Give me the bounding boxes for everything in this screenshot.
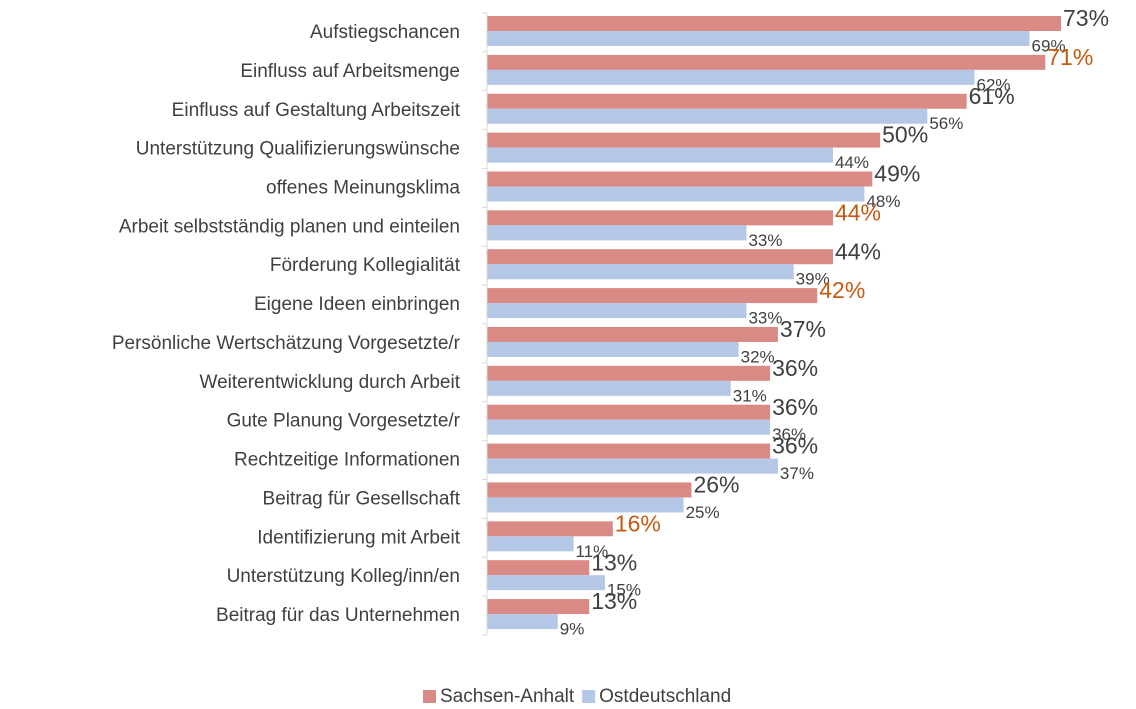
bar [487, 443, 771, 459]
value-label: 44% [835, 153, 869, 172]
category-label: Beitrag für das Unternehmen [216, 605, 460, 626]
category-label: Weiterentwicklung durch Arbeit [200, 372, 461, 393]
bar [487, 380, 731, 396]
value-label: 16% [615, 510, 661, 536]
bar [487, 225, 747, 241]
bar [487, 614, 558, 630]
value-label: 32% [741, 347, 775, 366]
value-label: 61% [969, 83, 1015, 109]
legend-swatch [582, 690, 596, 703]
bar [487, 171, 873, 187]
category-label: Eigene Ideen einbringen [254, 294, 460, 315]
bar [487, 365, 771, 381]
bar [487, 16, 1061, 31]
value-label: 13% [591, 588, 637, 614]
value-label: 26% [693, 472, 739, 498]
bar [487, 69, 975, 85]
category-label: Rechtzeitige Informationen [234, 450, 460, 471]
bar [487, 210, 833, 226]
value-label: 36% [772, 394, 818, 420]
value-label: 31% [733, 386, 767, 405]
bar [487, 54, 1046, 70]
value-label: 36% [772, 425, 806, 444]
bar [487, 288, 818, 304]
value-label: 44% [835, 199, 881, 225]
value-label: 15% [607, 581, 641, 600]
category-label: Beitrag für Gesellschaft [263, 488, 461, 509]
bar [487, 458, 778, 474]
value-label: 13% [591, 549, 637, 575]
bar [487, 147, 833, 163]
value-label: 33% [748, 231, 782, 250]
bar [487, 303, 747, 319]
bar [487, 560, 590, 576]
category-label: Identifizierung mit Arbeit [257, 527, 460, 548]
category-label: offenes Meinungsklima [266, 177, 460, 198]
bar [487, 93, 967, 109]
legend-label: Sachsen-Anhalt [440, 686, 575, 707]
value-label: 37% [780, 316, 826, 342]
legend-swatch [423, 690, 436, 703]
value-label: 71% [1047, 44, 1093, 70]
legend-label: Ostdeutschland [599, 686, 731, 707]
value-label: 9% [560, 620, 585, 639]
value-label: 69% [1032, 36, 1066, 55]
category-label: Unterstützung Qualifizierungswünsche [136, 139, 460, 160]
bar [487, 264, 794, 280]
value-label: 37% [780, 464, 814, 483]
bar [487, 132, 881, 148]
bar [487, 326, 778, 342]
bar [487, 341, 739, 357]
value-label: 11% [575, 542, 608, 561]
category-label: Unterstützung Kolleg/inn/en [227, 566, 460, 587]
value-label: 44% [835, 238, 881, 264]
value-label: 49% [874, 161, 920, 187]
value-label: 62% [977, 75, 1011, 94]
value-label: 56% [929, 114, 963, 133]
value-label: 25% [686, 503, 720, 522]
bar [487, 31, 1030, 46]
bar [487, 404, 771, 420]
category-label: Arbeit selbstständig planen und einteile… [119, 216, 460, 237]
bar [487, 186, 865, 202]
value-label: 48% [866, 192, 900, 211]
bar [487, 599, 590, 615]
bar [487, 497, 684, 513]
value-label: 39% [796, 270, 830, 289]
category-label: Gute Planung Vorgesetzte/r [227, 411, 461, 432]
bar [487, 482, 692, 498]
category-label: Einfluss auf Arbeitsmenge [240, 61, 460, 82]
category-label: Förderung Kollegialität [270, 255, 461, 276]
bar [487, 536, 574, 552]
bar [487, 249, 833, 265]
category-label: Persönliche Wertschätzung Vorgesetzte/r [112, 333, 461, 354]
bar [487, 575, 605, 591]
bar [487, 419, 771, 435]
value-label: 73% [1063, 5, 1109, 31]
category-label: Aufstiegschancen [310, 22, 460, 43]
value-label: 36% [772, 355, 818, 381]
category-label: Einfluss auf Gestaltung Arbeitszeit [172, 100, 461, 121]
value-label: 33% [748, 309, 782, 328]
value-label: 42% [819, 277, 865, 303]
bar [487, 521, 613, 537]
value-label: 36% [772, 433, 818, 459]
value-label: 50% [882, 122, 928, 148]
bar [487, 108, 928, 124]
